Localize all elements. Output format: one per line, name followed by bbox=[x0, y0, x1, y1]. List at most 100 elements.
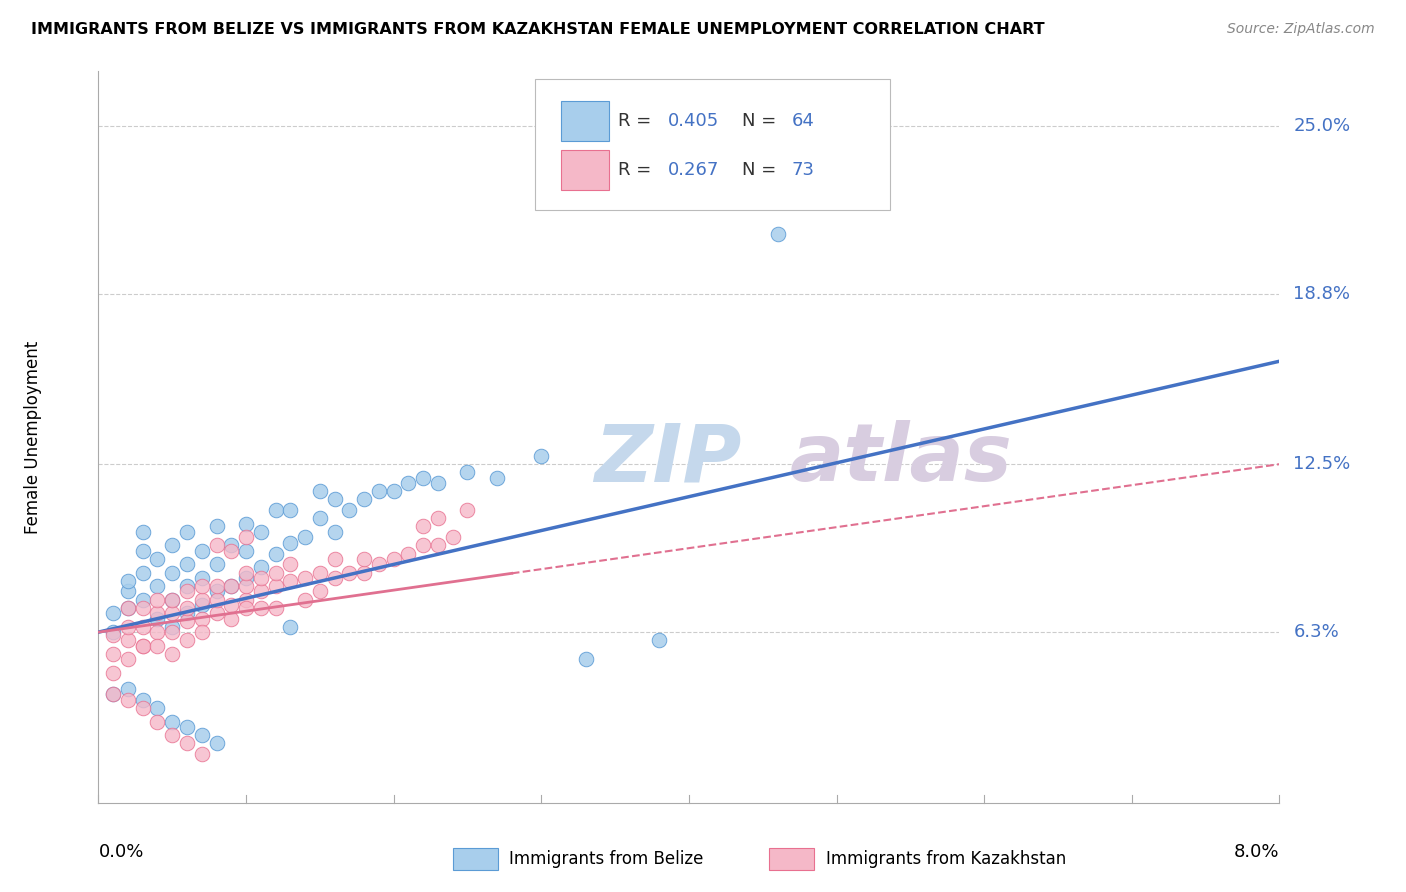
Point bbox=[132, 544, 155, 558]
Point bbox=[280, 574, 302, 588]
FancyBboxPatch shape bbox=[769, 848, 814, 870]
Point bbox=[221, 538, 243, 552]
Point bbox=[162, 728, 183, 742]
Point bbox=[132, 524, 155, 539]
Point bbox=[176, 600, 198, 615]
Point bbox=[162, 620, 183, 634]
FancyBboxPatch shape bbox=[561, 150, 609, 190]
Point bbox=[132, 639, 155, 653]
Point bbox=[103, 665, 125, 680]
Point bbox=[191, 592, 214, 607]
Point bbox=[250, 584, 273, 599]
Point bbox=[176, 720, 198, 734]
Point bbox=[486, 471, 509, 485]
Point bbox=[235, 571, 257, 585]
Point bbox=[132, 620, 155, 634]
Text: R =: R = bbox=[619, 112, 657, 130]
Point bbox=[221, 598, 243, 612]
Point bbox=[294, 571, 316, 585]
Point bbox=[176, 633, 198, 648]
Text: N =: N = bbox=[742, 112, 782, 130]
Text: Source: ZipAtlas.com: Source: ZipAtlas.com bbox=[1227, 22, 1375, 37]
Point bbox=[162, 592, 183, 607]
Point bbox=[264, 579, 287, 593]
Point bbox=[176, 615, 198, 629]
Point bbox=[221, 544, 243, 558]
Text: 0.405: 0.405 bbox=[668, 112, 718, 130]
Text: N =: N = bbox=[742, 161, 782, 179]
Point bbox=[132, 693, 155, 707]
Point bbox=[117, 681, 139, 696]
Point bbox=[368, 484, 391, 499]
Point bbox=[294, 530, 316, 544]
Point bbox=[191, 611, 214, 625]
Point bbox=[205, 592, 228, 607]
Text: Immigrants from Kazakhstan: Immigrants from Kazakhstan bbox=[825, 850, 1066, 868]
Text: 8.0%: 8.0% bbox=[1234, 844, 1279, 862]
Point bbox=[280, 620, 302, 634]
Point bbox=[250, 600, 273, 615]
Point bbox=[205, 584, 228, 599]
Point bbox=[323, 552, 346, 566]
Text: Female Unemployment: Female Unemployment bbox=[24, 341, 42, 533]
Point bbox=[176, 558, 198, 572]
Point bbox=[146, 592, 169, 607]
Point bbox=[146, 701, 169, 715]
Point bbox=[176, 579, 198, 593]
Point bbox=[412, 471, 434, 485]
Point bbox=[353, 552, 375, 566]
Point bbox=[146, 639, 169, 653]
Text: 25.0%: 25.0% bbox=[1294, 117, 1351, 135]
Point bbox=[280, 535, 302, 549]
Text: atlas: atlas bbox=[789, 420, 1012, 498]
Point bbox=[103, 688, 125, 702]
Point bbox=[235, 592, 257, 607]
Point bbox=[176, 584, 198, 599]
Point bbox=[280, 503, 302, 517]
Point bbox=[205, 558, 228, 572]
Point bbox=[117, 600, 139, 615]
Text: 0.267: 0.267 bbox=[668, 161, 718, 179]
Point bbox=[398, 547, 420, 561]
Point bbox=[132, 701, 155, 715]
Point bbox=[117, 584, 139, 599]
Text: 64: 64 bbox=[792, 112, 814, 130]
Point bbox=[146, 714, 169, 729]
Point bbox=[132, 600, 155, 615]
Text: 73: 73 bbox=[792, 161, 814, 179]
Point bbox=[235, 544, 257, 558]
Point bbox=[264, 547, 287, 561]
Text: 18.8%: 18.8% bbox=[1294, 285, 1350, 302]
Text: 12.5%: 12.5% bbox=[1294, 455, 1351, 473]
Point bbox=[191, 579, 214, 593]
Point bbox=[205, 538, 228, 552]
Point bbox=[146, 606, 169, 620]
Point bbox=[205, 736, 228, 750]
Point bbox=[162, 538, 183, 552]
FancyBboxPatch shape bbox=[536, 78, 890, 211]
Point bbox=[309, 566, 332, 580]
Point bbox=[368, 558, 391, 572]
Text: R =: R = bbox=[619, 161, 657, 179]
Point bbox=[117, 693, 139, 707]
Point bbox=[575, 652, 598, 666]
Point bbox=[162, 606, 183, 620]
Point bbox=[457, 465, 479, 479]
Point bbox=[205, 519, 228, 533]
Point bbox=[412, 538, 434, 552]
Point bbox=[191, 747, 214, 761]
Point bbox=[103, 625, 125, 640]
Point bbox=[441, 530, 464, 544]
Text: ZIP: ZIP bbox=[595, 420, 742, 498]
Point bbox=[323, 492, 346, 507]
Point bbox=[353, 492, 375, 507]
Point bbox=[117, 574, 139, 588]
Point bbox=[117, 633, 139, 648]
FancyBboxPatch shape bbox=[453, 848, 498, 870]
Point bbox=[339, 566, 361, 580]
Point bbox=[235, 516, 257, 531]
Point bbox=[205, 579, 228, 593]
Point bbox=[250, 524, 273, 539]
Point bbox=[162, 566, 183, 580]
Point bbox=[412, 519, 434, 533]
